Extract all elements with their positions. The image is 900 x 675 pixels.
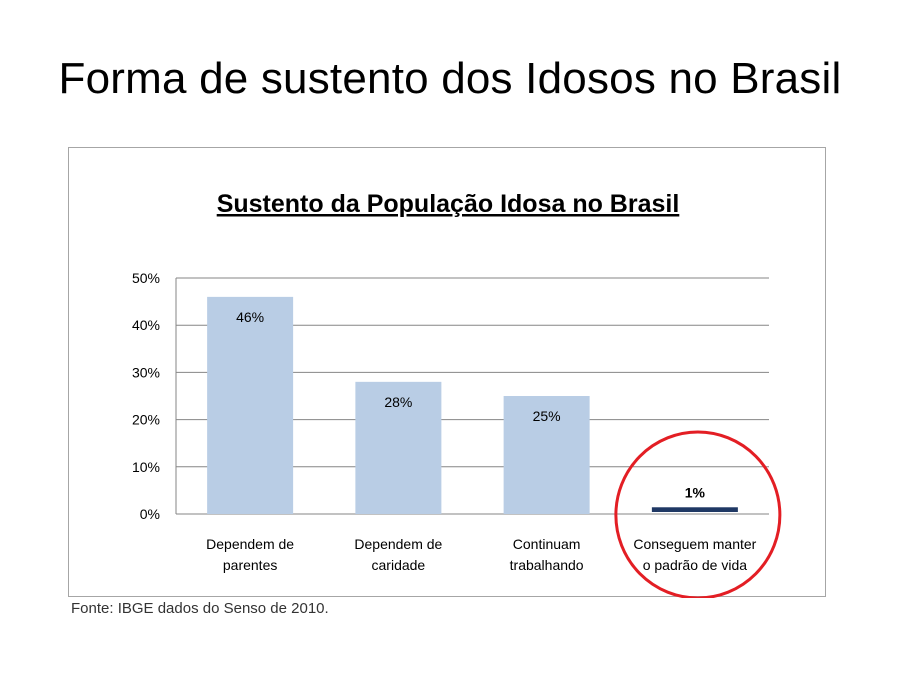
- bar: [355, 381, 442, 514]
- x-tick-label: trabalhando: [510, 557, 584, 573]
- y-tick-label: 10%: [132, 459, 160, 475]
- x-tick-label: Dependem de: [206, 536, 294, 552]
- y-tick-label: 50%: [132, 270, 160, 286]
- data-label: 28%: [384, 394, 412, 410]
- y-tick-label: 0%: [140, 506, 160, 522]
- x-tick-label: Continuam: [513, 536, 581, 552]
- chart-title: Sustento da População Idosa no Brasil: [217, 190, 680, 218]
- x-tick-label: caridade: [372, 557, 426, 573]
- plot-area: 0% 10% 20% 30% 40% 50% 46% Dependem de parentes 2…: [132, 270, 782, 598]
- highlight-circle: [614, 430, 782, 598]
- data-label: 1%: [685, 484, 706, 500]
- slide-title: Forma de sustento dos Idosos no Brasil: [58, 54, 842, 103]
- bar: [503, 396, 590, 514]
- source-note: Fonte: IBGE dados do Senso de 2010.: [71, 600, 329, 617]
- data-label: 25%: [533, 408, 561, 424]
- y-tick-label: 20%: [132, 412, 160, 428]
- x-tick-label: o padrão de vida: [643, 557, 748, 573]
- y-tick-label: 30%: [132, 364, 160, 380]
- bar: [207, 296, 294, 514]
- bar-chart: Sustento da População Idosa no Brasil 0%…: [132, 190, 782, 598]
- x-tick-label: parentes: [223, 557, 277, 573]
- y-tick-label: 40%: [132, 317, 160, 333]
- data-label: 46%: [236, 309, 264, 325]
- bar: [651, 507, 738, 512]
- chart-frame: Sustento da População Idosa no Brasil 0%…: [68, 147, 826, 598]
- x-tick-label: Dependem de: [354, 536, 442, 552]
- x-tick-label: Conseguem manter: [633, 536, 756, 552]
